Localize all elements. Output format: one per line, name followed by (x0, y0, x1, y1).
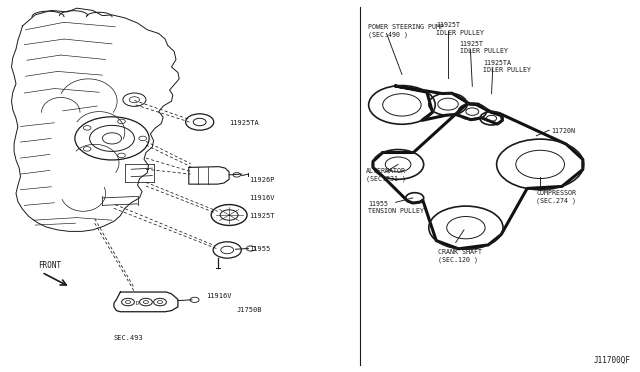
Text: POWER STEERING PUMP
(SEC.490 ): POWER STEERING PUMP (SEC.490 ) (368, 24, 444, 38)
Text: 11925T
IDLER PULLEY: 11925T IDLER PULLEY (436, 22, 484, 36)
Text: ALTERNATOR
(SEC.231 ): ALTERNATOR (SEC.231 ) (366, 168, 406, 182)
Text: 11916V: 11916V (206, 293, 232, 299)
Text: SEC.493: SEC.493 (114, 335, 143, 341)
Text: 11925T: 11925T (250, 213, 275, 219)
Text: 11925TA: 11925TA (229, 120, 259, 126)
Text: 11925TA
IDLER PULLEY: 11925TA IDLER PULLEY (483, 60, 531, 73)
Text: 11955: 11955 (250, 246, 271, 252)
Text: FRONT: FRONT (38, 261, 61, 270)
Text: 11926P: 11926P (250, 177, 275, 183)
Text: J1750B: J1750B (237, 307, 262, 312)
Text: D: D (136, 301, 140, 306)
Text: 11955
TENSION PULLEY: 11955 TENSION PULLEY (368, 201, 424, 214)
Text: 11925T
IDLER PULLEY: 11925T IDLER PULLEY (460, 41, 508, 54)
Text: COMPRESSOR
(SEC.274 ): COMPRESSOR (SEC.274 ) (536, 190, 576, 204)
Text: 11916V: 11916V (250, 195, 275, 201)
Text: 11720N: 11720N (552, 128, 576, 134)
Text: J11700QF: J11700QF (593, 356, 630, 365)
Text: CRANK SHAFT
(SEC.120 ): CRANK SHAFT (SEC.120 ) (438, 249, 483, 263)
